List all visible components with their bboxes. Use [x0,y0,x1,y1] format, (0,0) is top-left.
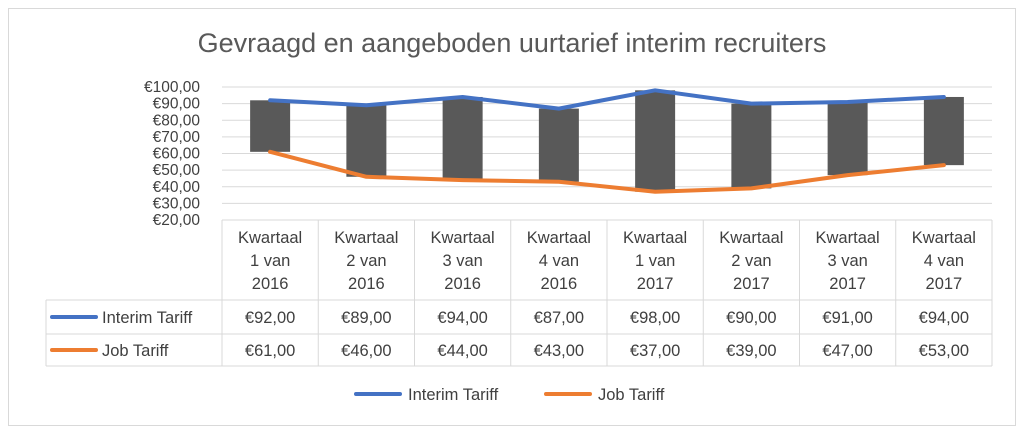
table-cell: €98,00 [630,309,680,327]
y-tick-label: €100,00 [144,79,200,96]
y-tick-label: €20,00 [153,212,201,229]
table-cell: €92,00 [245,309,295,327]
table-row-header: Job Tariff [102,342,169,360]
category-label: 2017 [926,275,963,293]
high-low-bar [731,103,772,189]
category-label: 2017 [637,275,674,293]
category-label: Kwartaal [719,229,783,247]
category-label: Kwartaal [431,229,495,247]
table-cell: €89,00 [341,309,391,327]
category-label: 2016 [541,275,578,293]
category-label: 2016 [348,275,385,293]
category-label: Kwartaal [623,229,687,247]
table-cell: €47,00 [822,342,872,360]
table-cell: €91,00 [822,309,872,327]
category-label: Kwartaal [912,229,976,247]
chart-frame [8,8,1016,426]
chart-title: Gevraagd en aangeboden uurtarief interim… [198,28,827,58]
category-label: 2 van [731,252,771,270]
table-cell: €46,00 [341,342,391,360]
table-cell: €44,00 [437,342,487,360]
high-low-bar [346,105,387,177]
high-low-bar [442,96,483,181]
high-low-bar [827,101,868,176]
series-line-job-tariff [268,149,946,194]
table-cell: €90,00 [726,309,776,327]
table-cell: €94,00 [919,309,969,327]
high-low-bar [635,90,676,192]
series-line-interim-tariff [268,88,946,111]
legend-label: Interim Tariff [408,386,499,404]
y-tick-label: €60,00 [153,146,201,163]
category-label: 1 van [635,252,675,270]
table-cell: €43,00 [534,342,584,360]
category-label: 4 van [539,252,579,270]
category-label: 4 van [924,252,964,270]
high-low-bar [923,96,964,166]
category-label: 1 van [250,252,290,270]
table-cell: €87,00 [534,309,584,327]
high-low-bar [250,100,291,152]
table-cell: €39,00 [726,342,776,360]
category-label: Kwartaal [334,229,398,247]
y-tick-label: €50,00 [153,162,201,179]
y-tick-label: €80,00 [153,112,201,129]
category-label: Kwartaal [238,229,302,247]
category-label: Kwartaal [816,229,880,247]
table-cell: €53,00 [919,342,969,360]
category-label: 2016 [444,275,481,293]
category-label: 3 van [827,252,867,270]
high-low-bar [538,108,579,182]
table-cell: €94,00 [437,309,487,327]
table-row-header: Interim Tariff [102,309,193,327]
category-label: 2017 [829,275,866,293]
category-label: 3 van [442,252,482,270]
table-cell: €37,00 [630,342,680,360]
y-tick-label: €90,00 [153,96,201,113]
category-label: Kwartaal [527,229,591,247]
category-label: 2016 [252,275,289,293]
y-tick-label: €40,00 [153,179,201,196]
category-label: 2 van [346,252,386,270]
table-cell: €61,00 [245,342,295,360]
y-tick-label: €70,00 [153,129,201,146]
legend-label: Job Tariff [598,386,665,404]
y-tick-label: €30,00 [153,195,201,212]
category-label: 2017 [733,275,770,293]
